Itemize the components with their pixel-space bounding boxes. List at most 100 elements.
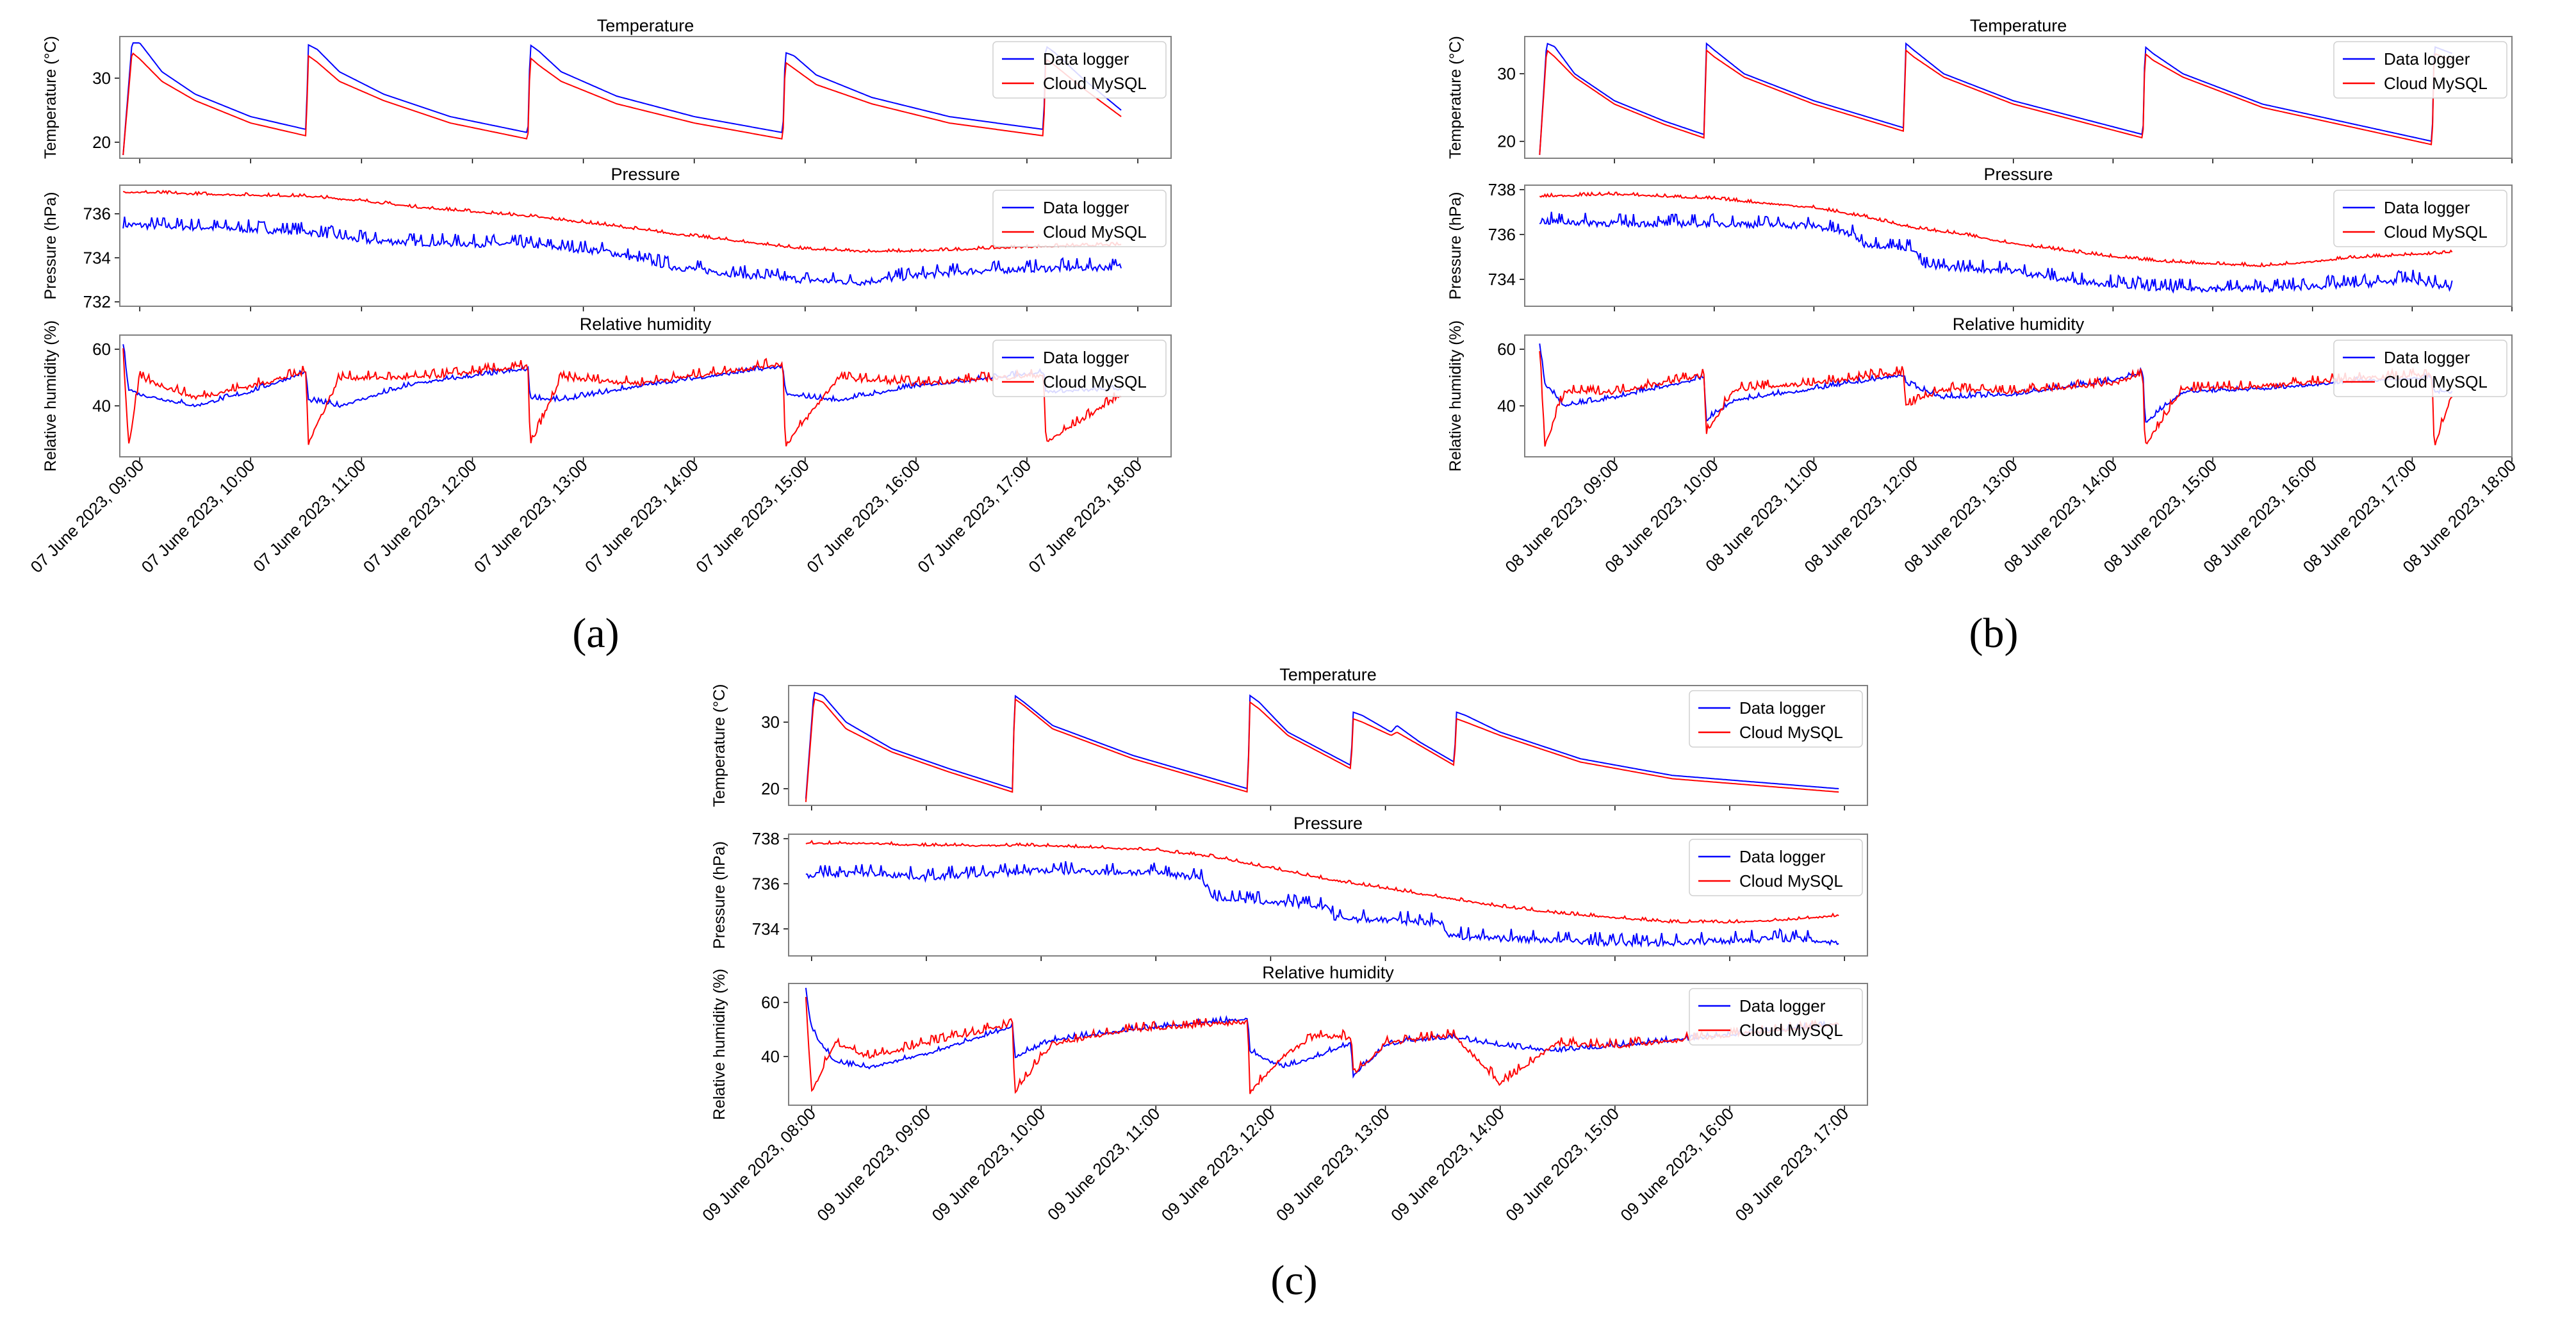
x-tick-label: 07 June 2023, 11:00: [249, 456, 370, 576]
legend-box: [992, 190, 1167, 247]
y-tick-label: 20: [1497, 132, 1516, 151]
subplot-title: Pressure: [1293, 814, 1363, 833]
series-line-cloud-mysql: [1539, 351, 2453, 447]
x-tick-label: 07 June 2023, 09:00: [27, 456, 148, 577]
series-line-data-logger: [1539, 211, 2453, 294]
legend: Data logger Cloud MySQL: [2333, 340, 2507, 397]
y-tick-label: 738: [1488, 180, 1516, 199]
x-tick-label: 09 June 2023, 16:00: [1616, 1104, 1737, 1225]
y-tick-label: 732: [83, 292, 111, 311]
series-line-data-logger: [805, 861, 1839, 948]
subplot-title: Pressure: [1983, 165, 2053, 184]
subplot-temperature: Temperature Temperature (°C) 20 30 Data logg…: [710, 665, 1868, 810]
series-line-cloud-mysql: [122, 190, 1122, 253]
panel-c: Temperature Temperature (°C) 20 30 Data logg…: [698, 665, 1868, 1304]
x-tick-label: 08 June 2023, 12:00: [1800, 456, 1921, 577]
panel-label: (b): [1969, 610, 2019, 657]
legend: Data logger Cloud MySQL: [992, 340, 1167, 397]
legend-entry: Cloud MySQL: [1043, 222, 1147, 242]
subplot-pressure: Pressure Pressure (hPa) 734 736 738 Data logg…: [1447, 165, 2513, 311]
y-tick-label: 60: [92, 340, 111, 359]
subplot-title: Pressure: [611, 165, 680, 184]
y-tick-label: 40: [92, 396, 111, 415]
x-tick-label: 09 June 2023, 14:00: [1387, 1104, 1508, 1225]
subplot-temperature: Temperature Temperature (°C) 20 30 Data logg…: [1447, 16, 2513, 163]
series-line-cloud-mysql: [122, 348, 1122, 447]
x-tick-label: 08 June 2023, 14:00: [2000, 456, 2121, 577]
y-axis-label: Pressure (hPa): [1447, 192, 1464, 299]
x-tick-label: 07 June 2023, 13:00: [470, 456, 591, 577]
subplot-relative-humidity: Relative humidity Relative humidity (%) 40…: [710, 963, 1868, 1120]
legend: Data logger Cloud MySQL: [2333, 190, 2507, 247]
legend: Data logger Cloud MySQL: [992, 41, 1167, 99]
y-axis-label: Relative humidity (%): [1447, 320, 1464, 472]
y-axis-label: Relative humidity (%): [42, 320, 60, 472]
series-line-cloud-mysql: [805, 839, 1839, 925]
x-tick-label: 07 June 2023, 14:00: [581, 456, 702, 577]
subplot-title: Relative humidity: [580, 315, 712, 334]
legend-entry: Cloud MySQL: [1739, 871, 1843, 891]
series-line-data-logger: [122, 344, 1122, 408]
series-line-cloud-mysql: [805, 996, 1839, 1094]
series-line-cloud-mysql: [805, 698, 1839, 802]
panel-label: (a): [572, 610, 619, 657]
y-tick-label: 20: [92, 133, 111, 152]
axes-frame: [119, 334, 1172, 457]
y-axis-label: Relative humidity (%): [710, 969, 728, 1120]
legend-box: [2333, 41, 2507, 99]
series-line-cloud-mysql: [1539, 191, 2453, 268]
legend-entry: Data logger: [2384, 348, 2470, 367]
legend-box: [992, 41, 1167, 99]
x-tick-label: 07 June 2023, 12:00: [359, 456, 480, 577]
subplot-pressure: Pressure Pressure (hPa) 734 736 738 Data logg…: [710, 814, 1868, 961]
legend-entry: Cloud MySQL: [1739, 1021, 1843, 1040]
legend-entry: Data logger: [1739, 996, 1826, 1015]
series-line-data-logger: [1539, 343, 2453, 423]
x-tick-label: 07 June 2023, 10:00: [138, 456, 259, 577]
legend-entry: Data logger: [1739, 847, 1826, 866]
subplot-title: Temperature: [1279, 665, 1377, 684]
subplot-title: Temperature: [597, 16, 694, 35]
x-tick-label: 09 June 2023, 12:00: [1158, 1104, 1279, 1225]
x-tick-label: 07 June 2023, 15:00: [692, 456, 813, 577]
legend-box: [1689, 988, 1863, 1046]
subplot-temperature: Temperature Temperature (°C) 20 30 Data logg…: [42, 16, 1172, 163]
axes-frame: [119, 185, 1172, 307]
legend-entry: Cloud MySQL: [1043, 74, 1147, 93]
legend: Data logger Cloud MySQL: [1689, 988, 1863, 1046]
x-tick-label: 08 June 2023, 11:00: [1702, 456, 1822, 576]
x-tick-label: 08 June 2023, 13:00: [1900, 456, 2021, 577]
series-line-data-logger: [122, 217, 1122, 286]
legend-entry: Data logger: [1739, 698, 1826, 718]
legend-entry: Data logger: [2384, 49, 2470, 69]
legend-entry: Cloud MySQL: [2384, 222, 2488, 242]
x-tick-label: 08 June 2023, 15:00: [2099, 456, 2220, 577]
y-tick-label: 734: [83, 248, 111, 267]
y-tick-label: 20: [761, 779, 780, 798]
x-tick-label: 09 June 2023, 09:00: [813, 1104, 934, 1225]
subplot-title: Temperature: [1970, 16, 2067, 35]
legend: Data logger Cloud MySQL: [992, 190, 1167, 247]
legend-entry: Data logger: [1043, 348, 1129, 367]
y-tick-label: 60: [761, 993, 780, 1012]
x-tick-label: 08 June 2023, 16:00: [2199, 456, 2320, 577]
axes-frame: [788, 834, 1868, 957]
x-tick-label: 09 June 2023, 15:00: [1502, 1104, 1623, 1225]
x-tick-label: 07 June 2023, 17:00: [914, 456, 1035, 577]
panel-a: Temperature Temperature (°C) 20 30 Data logg…: [27, 16, 1172, 657]
legend-entry: Data logger: [2384, 198, 2470, 217]
series-line-data-logger: [805, 987, 1839, 1079]
y-axis-label: Temperature (°C): [42, 36, 60, 159]
subplot-pressure: Pressure Pressure (hPa) 732 734 736 Data logg…: [42, 165, 1172, 311]
x-tick-label: 09 June 2023, 10:00: [928, 1104, 1049, 1225]
y-tick-label: 736: [83, 204, 111, 224]
axes-frame: [788, 685, 1868, 806]
y-tick-label: 60: [1497, 340, 1516, 359]
subplot-relative-humidity: Relative humidity Relative humidity (%) 40…: [1447, 315, 2513, 472]
y-tick-label: 30: [761, 712, 780, 732]
x-tick-label: 09 June 2023, 17:00: [1732, 1104, 1853, 1225]
legend-box: [2333, 340, 2507, 397]
y-tick-label: 40: [761, 1047, 780, 1066]
x-tick-label: 08 June 2023, 17:00: [2299, 456, 2420, 577]
